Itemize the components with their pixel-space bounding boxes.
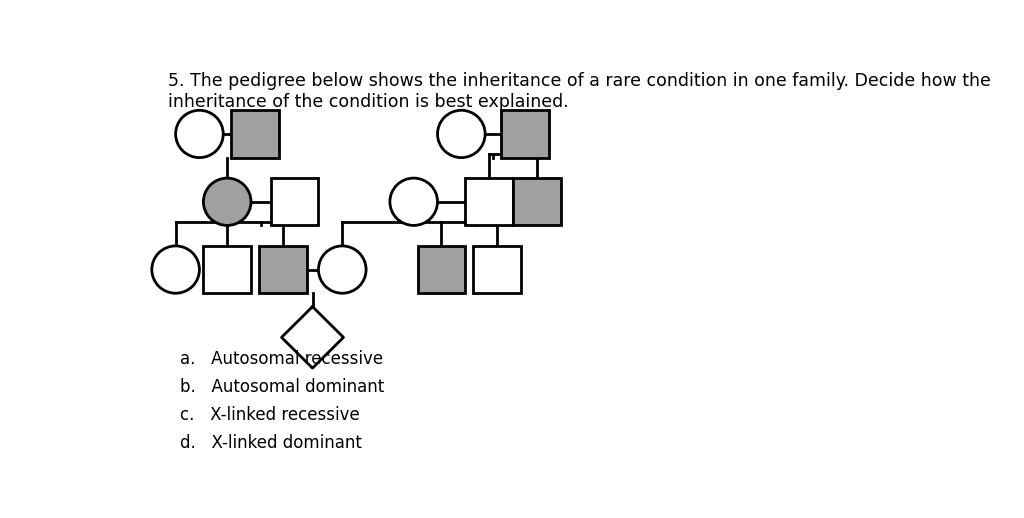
Ellipse shape xyxy=(437,110,485,157)
Bar xyxy=(465,178,513,225)
Text: d.   X-linked dominant: d. X-linked dominant xyxy=(179,434,361,452)
Bar xyxy=(501,110,549,157)
Bar xyxy=(204,246,251,293)
Bar xyxy=(231,110,279,157)
Ellipse shape xyxy=(176,110,223,157)
Bar xyxy=(259,246,306,293)
Bar xyxy=(473,246,521,293)
Bar xyxy=(513,178,560,225)
Polygon shape xyxy=(282,307,343,368)
Text: a.   Autosomal recessive: a. Autosomal recessive xyxy=(179,350,383,368)
Ellipse shape xyxy=(204,178,251,225)
Bar xyxy=(418,246,465,293)
Text: 5. The pedigree below shows the inheritance of a rare condition in one family. D: 5. The pedigree below shows the inherita… xyxy=(168,72,990,111)
Ellipse shape xyxy=(152,246,200,293)
Ellipse shape xyxy=(390,178,437,225)
Ellipse shape xyxy=(318,246,367,293)
Text: c.   X-linked recessive: c. X-linked recessive xyxy=(179,406,359,424)
Bar xyxy=(270,178,318,225)
Text: b.   Autosomal dominant: b. Autosomal dominant xyxy=(179,378,384,396)
